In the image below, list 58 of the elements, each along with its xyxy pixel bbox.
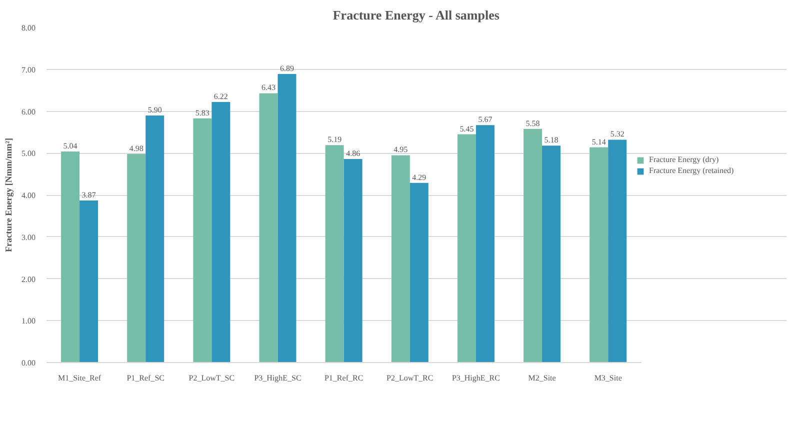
bar <box>476 125 494 362</box>
bar <box>61 151 80 362</box>
data-label: 5.90 <box>148 105 162 114</box>
data-label: 4.95 <box>394 145 408 154</box>
bar <box>193 118 212 362</box>
bar <box>608 140 627 362</box>
y-tick-label: 5.00 <box>22 149 36 158</box>
y-tick-label: 3.00 <box>22 232 36 242</box>
bar <box>391 155 410 362</box>
data-label: 5.32 <box>610 130 624 139</box>
data-label: 6.43 <box>262 83 276 92</box>
legend-label: Fracture Energy (dry) <box>649 155 719 164</box>
x-tick-label: P2_LowT_SC <box>188 374 235 382</box>
bar <box>80 200 98 362</box>
data-label: 5.19 <box>328 135 342 144</box>
bar <box>259 93 278 362</box>
bar <box>344 158 362 362</box>
y-tick-label: 6.00 <box>22 107 36 116</box>
y-tick-label: 2.00 <box>22 274 36 284</box>
data-label: 6.22 <box>214 92 228 102</box>
data-label: 6.89 <box>280 64 294 73</box>
bar <box>542 146 561 362</box>
data-label: 5.04 <box>63 141 78 150</box>
bar <box>590 147 608 362</box>
y-tick-label: 4.00 <box>22 191 36 200</box>
data-label: 5.45 <box>460 124 474 134</box>
bar <box>278 74 296 362</box>
data-label: 5.14 <box>592 137 606 146</box>
bar <box>212 102 230 362</box>
data-label: 3.87 <box>82 190 96 200</box>
x-tick-label: P1_Ref_SC <box>126 374 165 382</box>
x-tick-label: P2_LowT_RC <box>386 374 434 382</box>
bar <box>457 134 476 362</box>
data-label: 5.83 <box>195 108 210 118</box>
x-tick-label: M3_Site <box>594 374 622 382</box>
bar <box>410 182 428 362</box>
bar <box>524 128 542 362</box>
x-tick-label: P1_Ref_RC <box>324 374 364 382</box>
bar <box>146 115 164 362</box>
data-label: 5.58 <box>526 118 540 128</box>
chart-title: Fracture Energy - All samples <box>332 8 500 22</box>
y-axis-title: Fracture Energy [Nmm/mm²] <box>4 138 14 252</box>
data-label: 4.29 <box>412 172 426 182</box>
y-tick-label: 7.00 <box>22 65 36 74</box>
x-tick-label: M1_Site_Ref <box>58 374 102 382</box>
x-tick-label: P3_HighE_RC <box>452 374 500 382</box>
x-tick-label: M2_Site <box>528 374 556 382</box>
x-tick-label: P3_HighE_SC <box>254 374 302 382</box>
data-label: 5.67 <box>478 115 492 124</box>
data-label: 5.18 <box>544 136 558 145</box>
y-tick-label: 1.00 <box>22 316 36 326</box>
bar <box>127 154 146 362</box>
bar <box>325 145 344 362</box>
data-label: 4.98 <box>129 144 144 153</box>
legend-label: Fracture Energy (retained) <box>649 166 734 175</box>
y-tick-label: 8.00 <box>22 24 36 32</box>
y-tick-label: 0.00 <box>22 358 36 368</box>
data-label: 4.86 <box>346 148 360 158</box>
